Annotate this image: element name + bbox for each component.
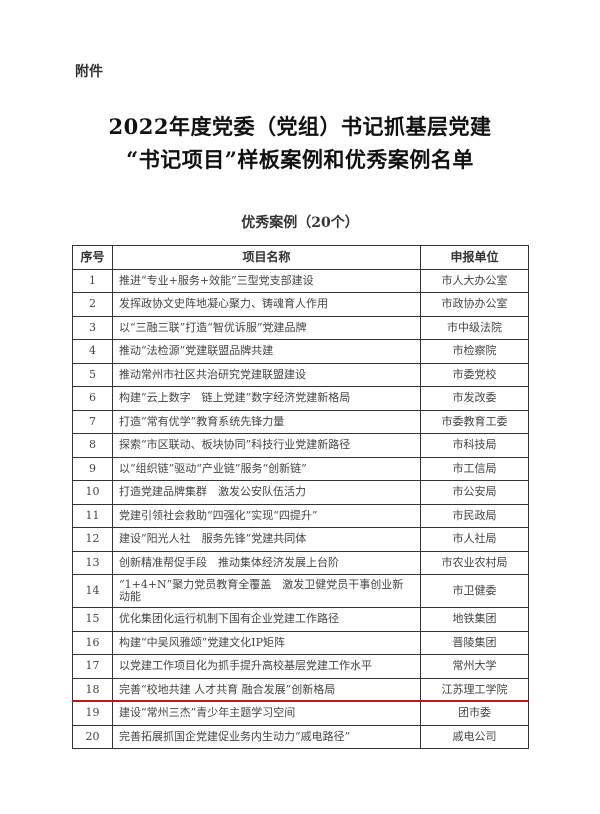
table-row: 17 以党建工作项目化为抓手提升高校基层党建工作水平 常州大学: [72, 654, 529, 679]
row-number: 15: [72, 607, 113, 632]
table-row: 10 打造党建品牌集群 激发公安队伍活力 市公安局: [72, 480, 529, 505]
project-name: 党建引领社会救助“四强化”实现“四提升”: [112, 503, 421, 528]
attachment-label: 附件: [75, 64, 103, 80]
row-number: 5: [72, 362, 113, 387]
row-number: 3: [72, 315, 113, 340]
row-number: 13: [72, 550, 113, 575]
section-title: 优秀案例（20个）: [241, 215, 359, 231]
applicant-unit: 团市委: [420, 701, 529, 726]
applicant-unit: 市人大办公室: [420, 268, 529, 293]
applicant-unit: 晋陵集团: [420, 630, 529, 655]
table-row: 3 以“三融三联”打造“智优诉服”党建品牌 市中级法院: [72, 315, 529, 340]
row-number: 16: [72, 630, 113, 655]
project-name: 构建“中吴风雅颂”党建文化IP矩阵: [112, 630, 421, 655]
applicant-unit: 市委党校: [420, 362, 529, 387]
table-row: 15 优化集团化运行机制下国有企业党建工作路径 地铁集团: [72, 607, 529, 632]
project-name: 创新精准帮促手段 推动集体经济发展上台阶: [112, 550, 421, 575]
table-row: 13 创新精准帮促手段 推动集体经济发展上台阶 市农业农村局: [72, 550, 529, 575]
project-name: 优化集团化运行机制下国有企业党建工作路径: [112, 607, 421, 632]
cases-table: 序号 项目名称 申报单位 1 推进“专业+服务+效能”三型党支部建设 市人大办公室 2…: [72, 245, 529, 749]
header-no: 序号: [72, 245, 113, 270]
project-name: 推动“法检源”党建联盟品牌共建: [112, 339, 421, 364]
row-number: 8: [72, 433, 113, 458]
document-title-line2: “书记项目”样板案例和优秀案例名单: [126, 147, 474, 172]
table-row: 11 党建引领社会救助“四强化”实现“四提升” 市民政局: [72, 503, 529, 528]
project-name: 以党建工作项目化为抓手提升高校基层党建工作水平: [112, 654, 421, 679]
highlight-underline: [72, 700, 528, 702]
applicant-unit: 戚电公司: [420, 724, 529, 749]
applicant-unit: 常州大学: [420, 654, 529, 679]
row-number: 20: [72, 724, 113, 749]
applicant-unit: 市检察院: [420, 339, 529, 364]
applicant-unit: 市民政局: [420, 503, 529, 528]
row-number: 12: [72, 527, 113, 552]
applicant-unit: 市卫健委: [420, 574, 529, 608]
table-row: 9 以“组织链”驱动“产业链”服务“创新链” 市工信局: [72, 456, 529, 481]
applicant-unit: 地铁集团: [420, 607, 529, 632]
project-name: 完善“校地共建 人才共育 融合发展”创新格局: [112, 677, 421, 702]
applicant-unit: 市人社局: [420, 527, 529, 552]
row-number: 14: [72, 574, 113, 608]
project-name: 完善拓展抓国企党建促业务内生动力“戚电路径”: [112, 724, 421, 749]
table-row: 1 推进“专业+服务+效能”三型党支部建设 市人大办公室: [72, 268, 529, 293]
project-name: “1+4+N”聚力党员教育全覆盖 激发卫健党员干事创业新动能: [112, 574, 421, 608]
table-row: 14 “1+4+N”聚力党员教育全覆盖 激发卫健党员干事创业新动能 市卫健委: [72, 574, 529, 608]
project-name: 推进“专业+服务+效能”三型党支部建设: [112, 268, 421, 293]
applicant-unit: 江苏理工学院: [420, 677, 529, 702]
table-row: 12 建设“阳光人社 服务先锋”党建共同体 市人社局: [72, 527, 529, 552]
row-number: 11: [72, 503, 113, 528]
applicant-unit: 市政协办公室: [420, 292, 529, 317]
document-title-line1: 2022年度党委（党组）书记抓基层党建: [108, 114, 492, 139]
project-name: 打造党建品牌集群 激发公安队伍活力: [112, 480, 421, 505]
table-row: 6 构建“云上数字 链上党建”数字经济党建新格局 市发改委: [72, 386, 529, 411]
project-name: 发挥政协文史阵地凝心聚力、铸魂育人作用: [112, 292, 421, 317]
project-name: 以“三融三联”打造“智优诉服”党建品牌: [112, 315, 421, 340]
project-name: 建设“常州三杰”青少年主题学习空间: [112, 701, 421, 726]
project-name: 构建“云上数字 链上党建”数字经济党建新格局: [112, 386, 421, 411]
table-row: 2 发挥政协文史阵地凝心聚力、铸魂育人作用 市政协办公室: [72, 292, 529, 317]
row-number: 6: [72, 386, 113, 411]
applicant-unit: 市发改委: [420, 386, 529, 411]
row-number: 4: [72, 339, 113, 364]
table-row: 19 建设“常州三杰”青少年主题学习空间 团市委: [72, 701, 529, 726]
project-name: 建设“阳光人社 服务先锋”党建共同体: [112, 527, 421, 552]
row-number: 18: [72, 677, 113, 702]
table-row: 5 推动常州市社区共治研究党建联盟建设 市委党校: [72, 362, 529, 387]
applicant-unit: 市委教育工委: [420, 409, 529, 434]
header-unit: 申报单位: [420, 245, 529, 270]
table-row: 20 完善拓展抓国企党建促业务内生动力“戚电路径” 戚电公司: [72, 724, 529, 749]
table-row: 8 探索“市区联动、板块协同”科技行业党建新路径 市科技局: [72, 433, 529, 458]
row-number: 10: [72, 480, 113, 505]
project-name: 以“组织链”驱动“产业链”服务“创新链”: [112, 456, 421, 481]
applicant-unit: 市科技局: [420, 433, 529, 458]
applicant-unit: 市工信局: [420, 456, 529, 481]
table-header-row: 序号 项目名称 申报单位: [72, 245, 529, 270]
applicant-unit: 市公安局: [420, 480, 529, 505]
row-number: 19: [72, 701, 113, 726]
table-row: 4 推动“法检源”党建联盟品牌共建 市检察院: [72, 339, 529, 364]
table-row: 18 完善“校地共建 人才共育 融合发展”创新格局 江苏理工学院: [72, 677, 529, 702]
applicant-unit: 市农业农村局: [420, 550, 529, 575]
table-row: 7 打造“常有优学”教育系统先锋力量 市委教育工委: [72, 409, 529, 434]
row-number: 17: [72, 654, 113, 679]
project-name: 打造“常有优学”教育系统先锋力量: [112, 409, 421, 434]
row-number: 1: [72, 268, 113, 293]
table-row: 16 构建“中吴风雅颂”党建文化IP矩阵 晋陵集团: [72, 630, 529, 655]
project-name: 推动常州市社区共治研究党建联盟建设: [112, 362, 421, 387]
applicant-unit: 市中级法院: [420, 315, 529, 340]
row-number: 9: [72, 456, 113, 481]
project-name: 探索“市区联动、板块协同”科技行业党建新路径: [112, 433, 421, 458]
row-number: 7: [72, 409, 113, 434]
header-name: 项目名称: [112, 245, 421, 270]
row-number: 2: [72, 292, 113, 317]
